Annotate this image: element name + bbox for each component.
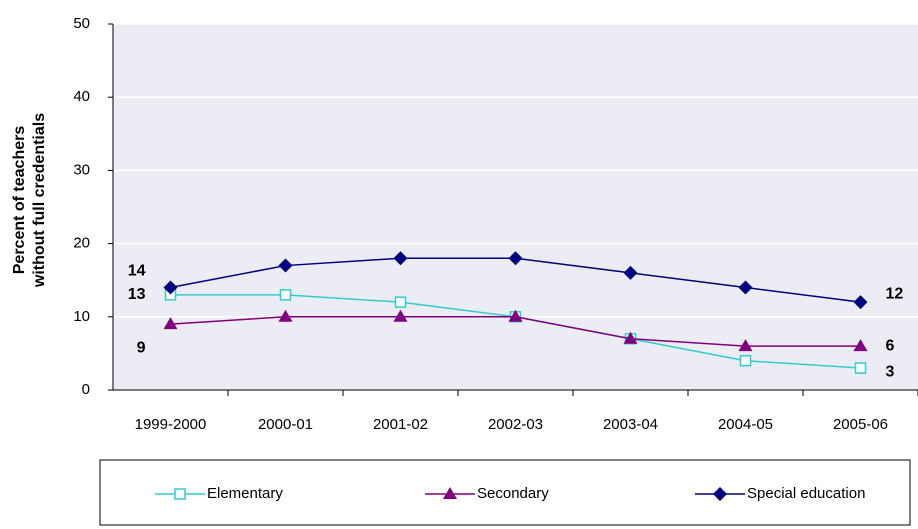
data-label: 14 (128, 263, 146, 280)
legend-label: Special education (747, 485, 865, 502)
y-tick-label: 50 (73, 15, 90, 32)
data-label: 3 (886, 363, 895, 380)
data-label: 13 (128, 286, 146, 303)
point (278, 309, 293, 322)
point (738, 280, 753, 295)
point (279, 289, 292, 301)
x-tick-label: 2004-05 (718, 416, 773, 433)
x-tick-label: 1999-2000 (135, 416, 207, 433)
legend (99, 459, 911, 526)
data-label: 6 (886, 337, 895, 354)
x-tick-label: 2005-06 (833, 416, 888, 433)
point (623, 265, 638, 280)
data-label: 9 (137, 339, 146, 356)
point (853, 295, 868, 310)
point (508, 251, 523, 266)
point (393, 309, 408, 322)
y-tick-label: 10 (73, 308, 90, 325)
point (853, 339, 868, 352)
point (739, 354, 752, 367)
x-tick-label: 2002-03 (488, 416, 543, 433)
point (393, 251, 408, 266)
point (278, 258, 293, 273)
y-tick-label: 0 (82, 381, 90, 398)
point (623, 331, 638, 344)
y-tick-label: 40 (73, 88, 90, 105)
x-tick-label: 2001-02 (373, 416, 428, 433)
y-tick-label: 20 (73, 235, 90, 252)
y-axis-label: without full credentials (31, 113, 48, 288)
point (738, 339, 753, 352)
x-tick-label: 2003-04 (603, 416, 658, 433)
y-axis-label: Percent of teachers (11, 126, 28, 275)
plot-area (113, 24, 918, 390)
point (508, 309, 523, 322)
point (394, 296, 407, 308)
y-tick-label: 30 (73, 161, 90, 178)
legend-marker (713, 487, 727, 501)
legend-marker (174, 488, 186, 500)
point (163, 280, 178, 295)
legend-label: Secondary (477, 485, 549, 502)
data-label: 12 (886, 285, 904, 302)
legend-marker (443, 487, 457, 499)
point (163, 317, 178, 330)
legend-label: Elementary (207, 485, 283, 502)
x-tick-label: 2000-01 (258, 416, 313, 433)
point (854, 362, 867, 374)
